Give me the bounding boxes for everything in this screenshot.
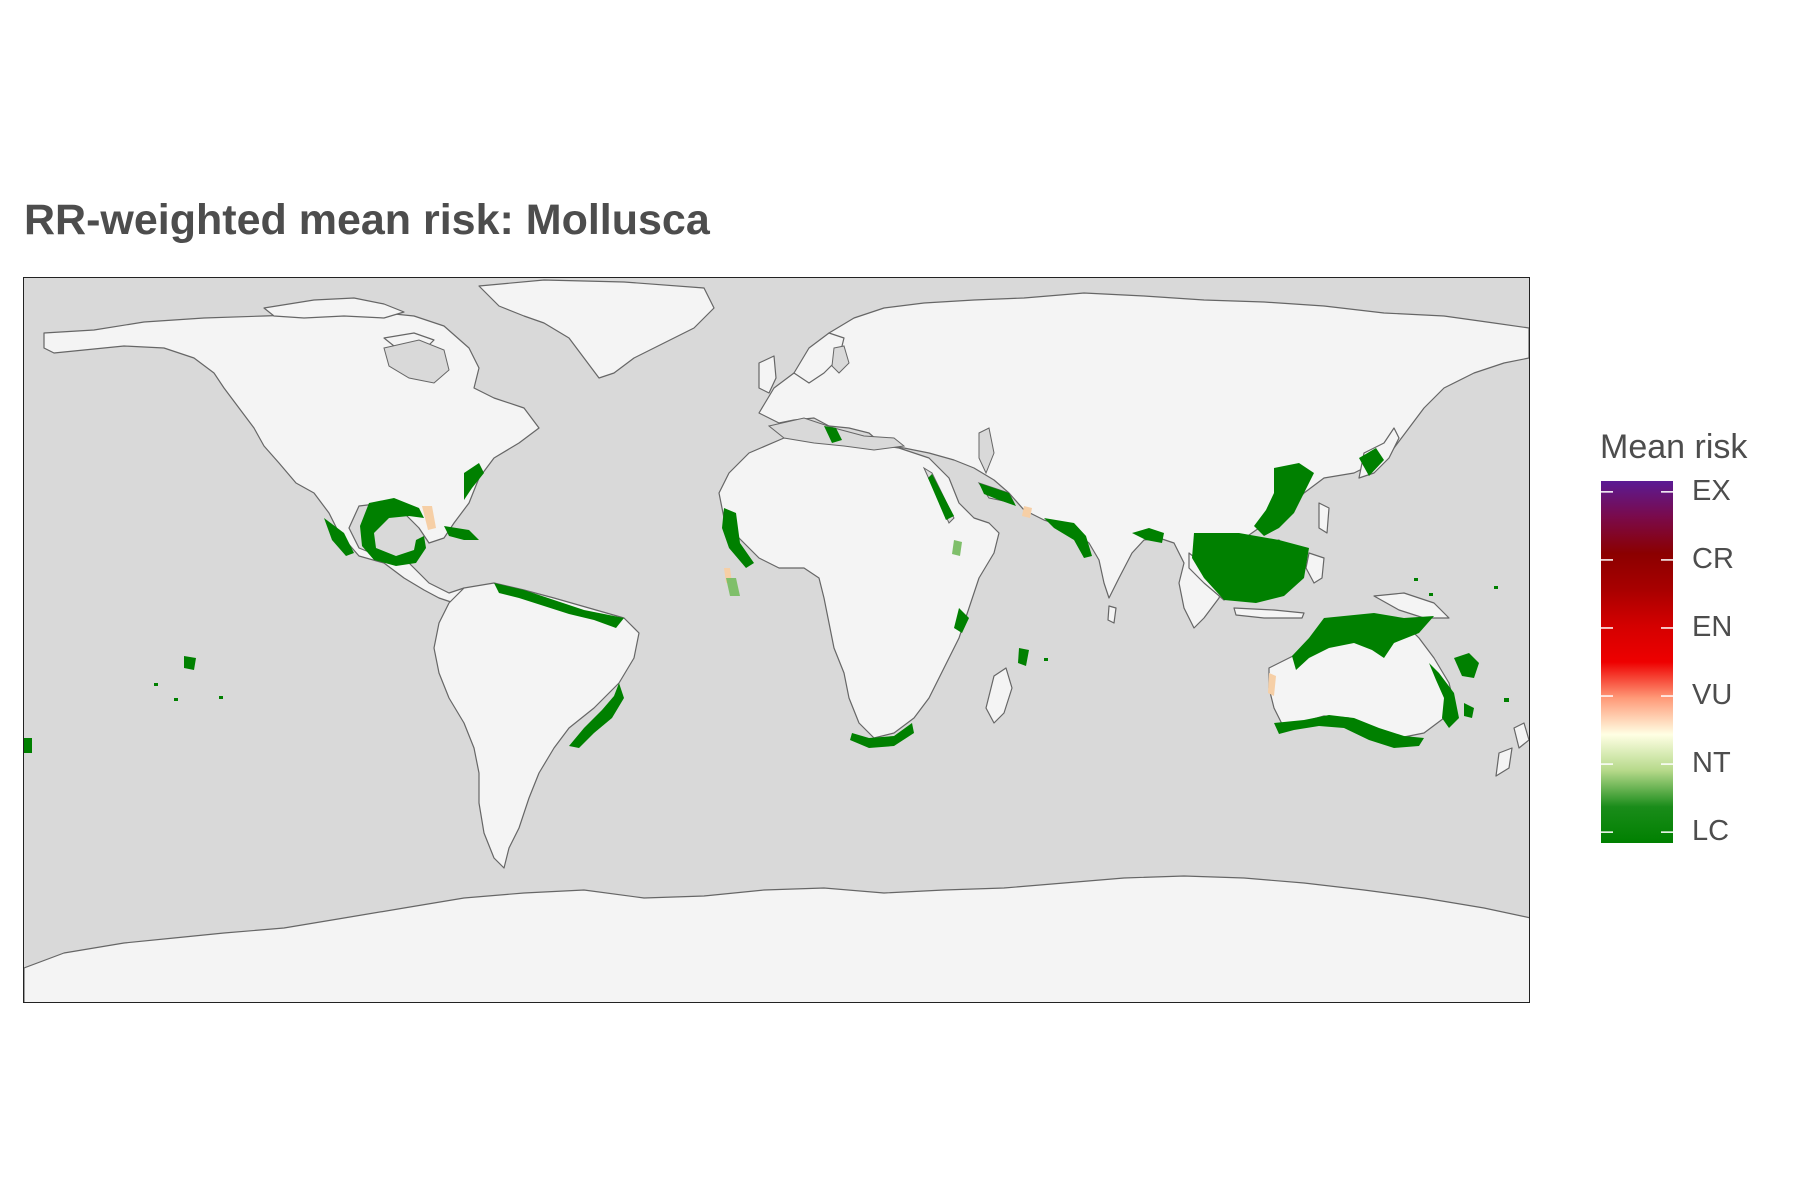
legend-title: Mean risk	[1600, 428, 1748, 466]
risk-nt-florida	[422, 506, 436, 530]
risk-lc-brazil-east	[569, 683, 624, 748]
legend-label-cr: CR	[1692, 542, 1734, 575]
risk-lc-mexico-pacific	[324, 518, 354, 556]
landmass-new-guinea	[1373, 592, 1450, 619]
risk-lc-japan	[1359, 448, 1384, 476]
risk-nt-red-sea	[1022, 506, 1032, 518]
landmass-madagascar	[985, 667, 1013, 724]
risk-lc-new-caledonia	[1464, 703, 1474, 718]
risk-lc-east-asia	[1254, 463, 1314, 536]
caspian-sea	[978, 427, 995, 475]
chart-title: RR-weighted mean risk: Mollusca	[24, 196, 710, 244]
landmass-antarctica	[24, 875, 1529, 1002]
landmass-greenland	[478, 279, 715, 379]
risk-lc-persian-gulf	[979, 483, 1016, 506]
landmass-new-zealand	[1513, 722, 1529, 749]
risk-lc-us-east	[464, 463, 484, 500]
world-map	[23, 277, 1530, 1003]
risk-lc-red-sea	[928, 474, 954, 520]
risk-lc-island	[174, 698, 178, 701]
risk-lc-west-africa	[722, 508, 754, 568]
risk-lc-pacific-edge	[24, 738, 32, 753]
risk-lc-island	[219, 696, 223, 699]
landmass-africa	[718, 435, 1000, 739]
risk-lc-island	[1494, 586, 1498, 589]
legend-label-vu: VU	[1692, 679, 1733, 712]
risk-lc-gulf-of-mexico	[360, 498, 426, 566]
legend-label-nt: NT	[1692, 747, 1731, 780]
risk-lc-island	[1429, 593, 1433, 596]
risk-lc-island	[154, 683, 158, 686]
risk-lc-hawaii	[184, 656, 196, 670]
landmass-south-america	[433, 582, 640, 869]
legend-label-en: EN	[1692, 610, 1733, 643]
risk-lc-australia-south	[1274, 715, 1424, 748]
risk-lc-madagascar	[1018, 648, 1029, 666]
risk-lc-melanesia	[1454, 653, 1479, 678]
risk-lc-india-west	[1044, 518, 1092, 558]
risk-lc-brazil-north	[494, 583, 624, 628]
risk-lc-sahul-shelf	[1292, 613, 1434, 670]
legend-label-lc: LC	[1692, 815, 1730, 848]
baltic-sea	[831, 345, 850, 374]
risk-lc-island	[1504, 698, 1509, 702]
risk-lc-island	[1044, 658, 1048, 661]
risk-lc-island	[1414, 578, 1418, 581]
legend-label-ex: EX	[1692, 474, 1731, 507]
risk-lc-mediterranean	[824, 426, 842, 443]
risk-light-arabia	[952, 540, 962, 556]
landmass-arctic-islands	[263, 297, 405, 319]
risk-lc-east-africa	[954, 608, 969, 633]
risk-lc-sunda-shelf	[1192, 533, 1309, 603]
risk-lc-southern-africa	[850, 723, 914, 748]
risk-light-west-africa	[726, 578, 740, 596]
landmass-britain	[758, 355, 777, 394]
risk-lc-australia-east	[1429, 663, 1459, 728]
risk-lc-bay-of-bengal	[1132, 528, 1164, 543]
legend-colorbar	[1601, 481, 1673, 843]
risk-lc-caribbean	[444, 526, 479, 540]
risk-nt-western-australia	[1268, 673, 1276, 696]
hudson-bay	[383, 339, 450, 384]
